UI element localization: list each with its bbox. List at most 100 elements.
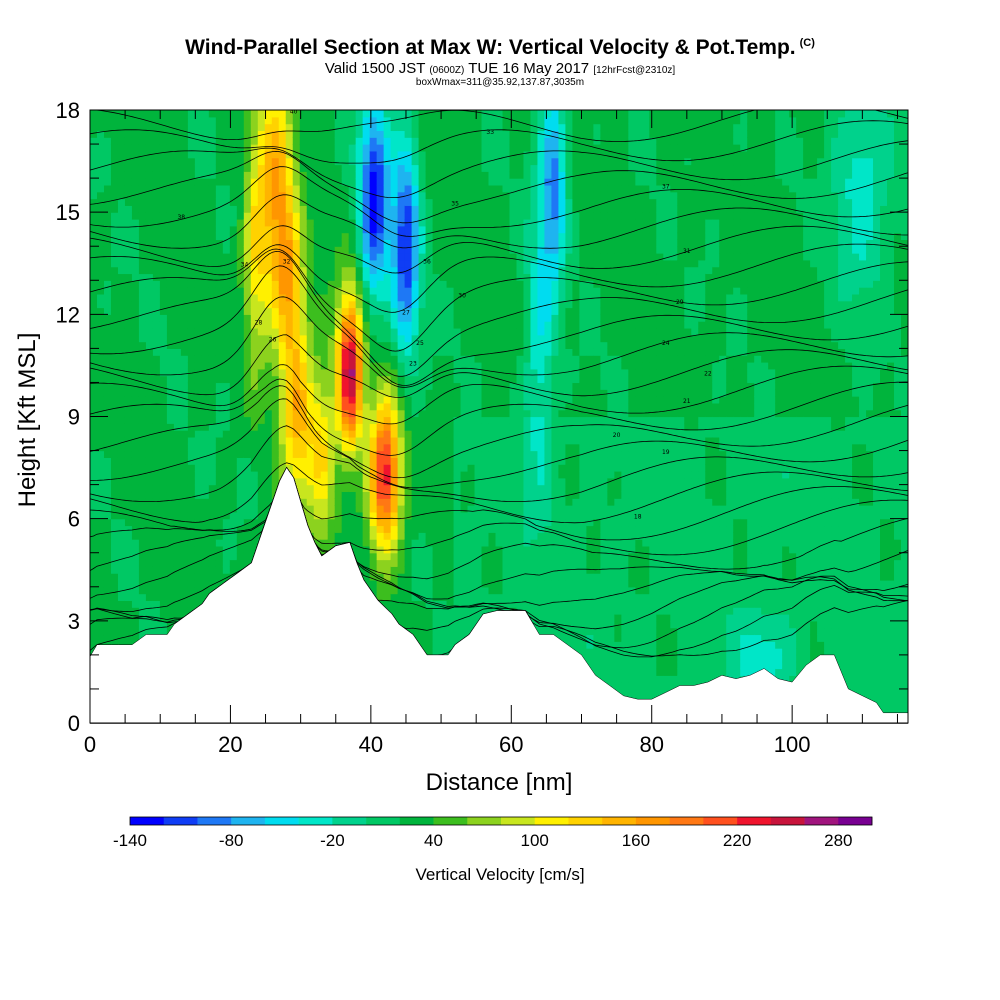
field-cell [96,593,105,601]
field-cell [439,505,448,513]
field-cell [453,375,462,384]
field-cell [439,430,448,438]
field-cell [390,436,399,445]
field-cell [320,253,329,261]
field-cell [215,443,224,452]
field-cell [383,218,392,227]
field-cell [334,123,343,132]
field-cell [299,171,308,179]
field-cell [425,443,434,452]
field-cell [355,525,364,533]
field-cell [208,341,217,349]
field-cell [397,566,406,574]
field-cell [222,362,231,370]
field-cell [383,484,392,493]
field-cell [362,130,371,138]
field-cell [313,137,322,145]
field-cell [362,416,371,424]
field-cell [348,443,357,452]
field-cell [278,389,287,397]
field-cell [180,327,189,336]
field-cell [187,491,196,499]
field-cell [250,253,259,261]
field-cell [397,293,406,302]
field-cell [138,334,147,343]
field-cell [362,362,371,370]
field-cell [103,341,112,349]
field-cell [96,525,105,533]
field-cell [362,150,371,159]
field-cell [467,579,476,588]
field-cell [369,110,378,118]
field-cell [110,511,119,520]
field-cell [201,382,210,390]
field-cell [257,355,266,363]
field-cell [229,327,238,336]
field-cell [369,246,378,254]
field-cell [299,375,308,384]
field-cell [264,464,273,472]
field-cell [166,205,175,213]
field-cell [138,382,147,390]
field-cell [453,402,462,411]
field-cell [110,341,119,349]
field-cell [222,382,231,390]
field-cell [292,157,301,166]
field-cell [292,402,301,411]
field-cell [369,477,378,486]
field-cell [348,144,357,152]
field-cell [236,525,245,533]
field-cell [411,532,420,540]
field-cell [145,552,154,561]
field-cell [152,464,161,472]
field-cell [110,477,119,486]
field-cell [152,253,161,261]
field-cell [131,116,140,125]
field-cell [418,450,427,458]
field-cell [124,539,133,547]
field-cell [138,321,147,329]
field-cell [243,362,252,370]
field-cell [187,287,196,295]
field-cell [229,191,238,200]
field-cell [208,205,217,213]
field-cell [285,464,294,472]
field-cell [383,566,392,574]
field-cell [453,423,462,431]
field-cell [292,314,301,322]
field-cell [117,164,126,172]
field-cell [355,423,364,431]
field-cell [173,573,182,581]
field-cell [439,498,448,506]
field-cell [215,171,224,179]
field-cell [180,375,189,384]
field-cell [320,457,329,465]
field-cell [257,511,266,520]
field-cell [166,477,175,486]
field-cell [215,327,224,336]
field-cell [278,123,287,132]
field-cell [313,246,322,254]
field-cell [103,164,112,172]
field-cell [411,614,420,622]
field-cell [271,314,280,322]
field-cell [397,423,406,431]
field-cell [215,225,224,234]
field-cell [96,477,105,486]
field-cell [341,511,350,520]
field-cell [96,450,105,458]
field-cell [397,137,406,145]
field-cell [334,171,343,179]
field-cell [264,300,273,309]
field-cell [208,218,217,227]
field-cell [320,130,329,138]
field-cell [348,225,357,234]
field-cell [257,171,266,179]
field-cell [376,246,385,254]
field-cell [243,171,252,179]
field-cell [229,505,238,513]
field-cell [334,164,343,172]
field-cell [460,212,469,220]
field-cell [355,362,364,370]
field-cell [362,218,371,227]
